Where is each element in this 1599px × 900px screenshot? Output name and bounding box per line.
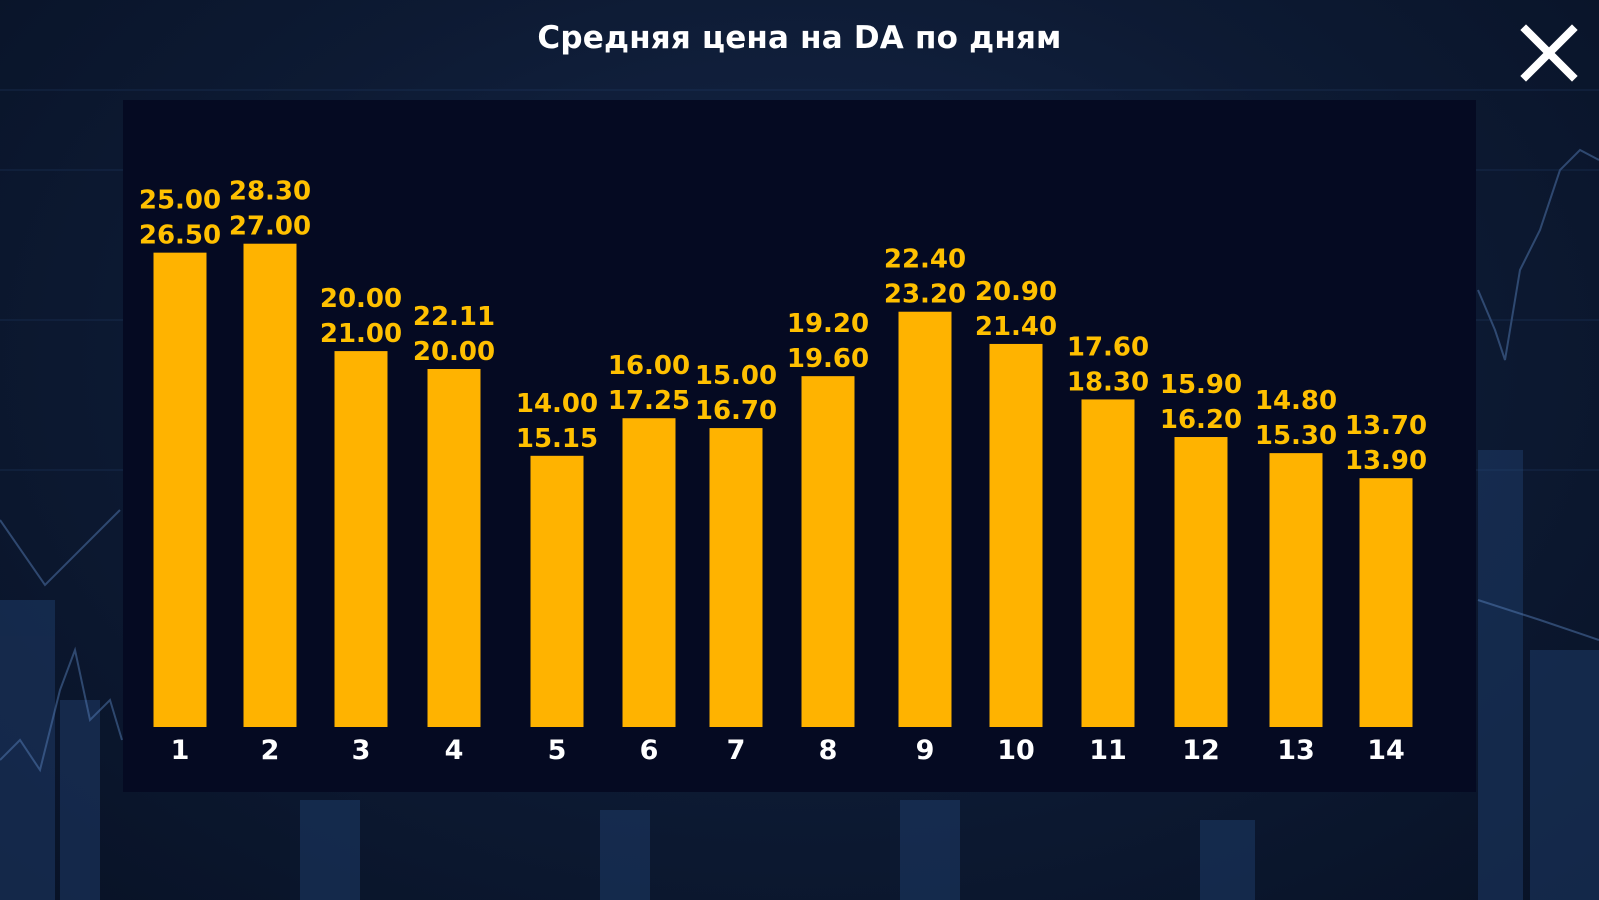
value-label-top: 20.00 [320, 284, 402, 314]
x-tick-label: 13 [1277, 735, 1315, 766]
bar-day-3 [334, 351, 388, 727]
bar-day-2 [243, 243, 297, 727]
background-grid [0, 89, 1599, 471]
value-label-bottom: 27.00 [229, 212, 311, 242]
value-label-bottom: 13.90 [1345, 446, 1427, 476]
bar-day-9 [898, 311, 952, 727]
bar-day-1 [153, 252, 207, 727]
value-label-bottom: 18.30 [1067, 367, 1149, 397]
value-label-bottom: 21.40 [975, 312, 1057, 342]
value-label-bottom: 16.20 [1160, 405, 1242, 435]
value-label-top: 25.00 [139, 186, 221, 216]
value-label-bottom: 15.30 [1255, 421, 1337, 451]
x-tick-label: 5 [548, 735, 567, 766]
bar-chart: 25.00 26.50 1 28.30 27.00 2 20.00 21.00 3 22.11 20… [139, 177, 1427, 766]
x-tick-label: 6 [640, 735, 659, 766]
bar-day-6 [622, 418, 676, 727]
bar-day-10 [989, 343, 1043, 727]
value-label-top: 15.00 [695, 361, 777, 391]
x-tick-label: 8 [819, 735, 838, 766]
background-lines [0, 148, 1599, 773]
value-label-top: 22.40 [884, 245, 966, 275]
x-tick-label: 9 [916, 735, 935, 766]
value-label-bottom: 21.00 [320, 319, 402, 349]
chart-title: Средняя цена на DA по дням [537, 20, 1062, 56]
bar-day-11 [1081, 399, 1135, 727]
value-label-bottom: 20.00 [413, 337, 495, 367]
bar-day-4 [427, 369, 481, 727]
value-label-top: 19.20 [787, 309, 869, 339]
bar-day-8 [801, 376, 855, 727]
value-label-top: 22.11 [413, 302, 495, 332]
close-icon[interactable] [1518, 22, 1580, 84]
value-label-top: 17.60 [1067, 332, 1149, 362]
bar-day-12 [1174, 437, 1228, 727]
value-label-bottom: 17.25 [608, 386, 690, 416]
x-tick-label: 14 [1367, 735, 1405, 766]
background-bars [0, 450, 1599, 900]
x-tick-label: 4 [445, 735, 464, 766]
x-tick-label: 12 [1182, 735, 1220, 766]
x-tick-label: 7 [727, 735, 746, 766]
x-tick-label: 10 [997, 735, 1035, 766]
x-tick-label: 1 [171, 735, 190, 766]
chart-panel: 25.00 26.50 1 28.30 27.00 2 20.00 21.00 3 22.11 20… [123, 100, 1476, 792]
value-label-top: 13.70 [1345, 411, 1427, 441]
value-label-bottom: 26.50 [139, 221, 221, 251]
value-label-bottom: 19.60 [787, 344, 869, 374]
bar-day-7 [709, 428, 763, 727]
value-label-top: 14.80 [1255, 386, 1337, 416]
value-label-top: 16.00 [608, 351, 690, 381]
x-tick-label: 3 [352, 735, 371, 766]
value-label-bottom: 16.70 [695, 396, 777, 426]
value-label-bottom: 15.15 [516, 424, 598, 454]
value-label-bottom: 23.20 [884, 280, 966, 310]
x-tick-label: 11 [1089, 735, 1127, 766]
bar-day-5 [530, 455, 584, 727]
x-tick-label: 2 [261, 735, 280, 766]
bar-day-13 [1269, 453, 1323, 727]
value-label-top: 15.90 [1160, 370, 1242, 400]
bar-day-14 [1359, 478, 1413, 727]
value-label-top: 28.30 [229, 177, 311, 207]
value-label-top: 20.90 [975, 277, 1057, 307]
value-label-top: 14.00 [516, 389, 598, 419]
